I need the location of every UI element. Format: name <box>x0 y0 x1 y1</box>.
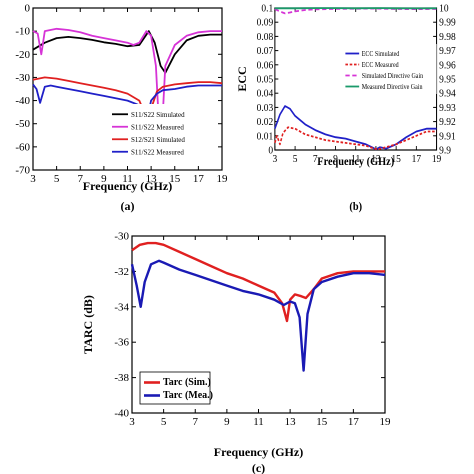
x-tick-label: 11 <box>253 416 264 428</box>
y-tick-label: 0.09 <box>257 17 274 29</box>
x-axis-label: Frequency (GHz) <box>214 445 303 459</box>
legend-entry-label: ECC Measured <box>362 62 400 70</box>
y-tick-label: 0 <box>25 3 31 15</box>
legend-entry-label: S11/S22 Measured <box>131 123 184 131</box>
y-axis-label: ECC <box>237 66 249 91</box>
chart-panel-c: 3 5 7 9 11 13 15 17 19 -30 -32 -34 -36 -38 -40 Tarc (Si… <box>81 231 392 474</box>
x-tick-label: 5 <box>161 416 167 428</box>
y2-tick-label: 10 <box>439 3 448 15</box>
x-tick-label: 15 <box>169 173 181 185</box>
y-tick-label: -34 <box>114 301 129 313</box>
series-line-1 <box>32 30 222 74</box>
x-tick-label: 7 <box>193 416 199 428</box>
x-tick-label: 13 <box>146 173 158 185</box>
y2-tick-label: 9.96 <box>439 60 456 72</box>
y-tick-label: -40 <box>15 95 30 107</box>
x-tick-label: 11 <box>122 173 133 185</box>
y-tick-label: -20 <box>15 49 30 61</box>
y-tick-label: -10 <box>15 26 30 38</box>
y-tick-label: -30 <box>15 72 30 84</box>
x-tick-label: 9 <box>224 416 230 428</box>
legend: Tarc (Sim.) Tarc (Mea.) <box>139 371 213 405</box>
y-tick-label: 0 <box>268 145 273 157</box>
x-tick-label: 3 <box>273 153 278 165</box>
x-tick-label: 13 <box>285 416 297 428</box>
y-tick-label: 0.06 <box>257 60 274 72</box>
x-axis-label: Frequency (GHz) <box>317 155 394 168</box>
legend-entry-label: Tarc (Mea.) <box>163 390 213 401</box>
y-tick-label: 0.03 <box>257 102 274 114</box>
legend-entry-label: Simulated Directive Gain <box>362 73 424 81</box>
y-tick-label: -70 <box>15 165 30 177</box>
y-tick-label: 0.05 <box>257 74 274 86</box>
series-line-3 <box>274 7 437 15</box>
legend-entry-label: Measured Directive Gain <box>362 84 423 92</box>
x-tick-label: 19 <box>432 153 441 165</box>
chart-panel-b: 3 5 7 9 11 13 15 17 19 0 0.01 0.02 0.03 0.04 0.05 0.06 0… <box>237 3 456 213</box>
legend-entry-label: ECC Simulated <box>362 51 400 59</box>
x-tick-label: 17 <box>412 153 421 165</box>
x-tick-label: 5 <box>293 153 298 165</box>
y-tick-label: -40 <box>114 408 129 420</box>
series-line-1 <box>131 241 385 323</box>
legend-entry-label: S11/S22 Measured <box>131 148 184 156</box>
panel-caption: (c) <box>252 461 265 474</box>
series-line-2 <box>32 27 222 157</box>
y2-tick-label: 9.99 <box>439 17 456 29</box>
y-tick-label: -30 <box>114 231 129 243</box>
legend-entry-label: Tarc (Sim.) <box>163 377 211 388</box>
y-tick-label: -38 <box>114 372 129 384</box>
legend: ECC Simulated ECC Measured Simulated Direc… <box>341 44 437 94</box>
legend: S11/S22 Simulated S11/S22 Measured S12/S21… <box>108 104 203 160</box>
series-line-2 <box>130 259 386 372</box>
y2-tick-label: 9.98 <box>439 31 456 43</box>
x-tick-label: 13 <box>371 153 380 165</box>
legend-background <box>108 104 203 160</box>
series-line-4 <box>32 83 222 118</box>
legend-entry-label: S11/S22 Simulated <box>131 111 185 119</box>
x-tick-label: 7 <box>313 153 318 165</box>
x-tick-label: 15 <box>391 153 400 165</box>
panel-caption: (a) <box>121 199 135 213</box>
panel-caption: (b) <box>349 200 362 213</box>
x-axis-label: Frequency (GHz) <box>83 179 172 193</box>
x-tick-label: 15 <box>316 416 328 428</box>
chart-panel-a: 3 5 7 9 11 13 15 17 19 0 -10 -20 -30 -40 -50 -60 -70 S11/… <box>15 3 229 214</box>
x-tick-label: 11 <box>351 153 360 165</box>
x-tick-label: 19 <box>217 173 229 185</box>
y-tick-label: 0.08 <box>257 31 274 43</box>
legend-box <box>139 371 211 405</box>
y2-tick-label: 9.91 <box>439 131 456 143</box>
x-tick-label: 9 <box>101 173 107 185</box>
y-tick-label: 0.01 <box>257 131 274 143</box>
y2-tick-label: 9.9 <box>439 145 451 157</box>
y2-tick-label: 9.97 <box>439 46 456 58</box>
series-line-2 <box>274 126 437 151</box>
series-line-1 <box>274 105 437 151</box>
y-tick-label: -50 <box>15 118 30 130</box>
y2-tick-label: 9.95 <box>439 74 456 86</box>
y-tick-label: 0.1 <box>261 3 273 15</box>
y-tick-label: -60 <box>15 141 30 153</box>
y2-tick-label: 9.93 <box>439 102 456 114</box>
x-tick-label: 9 <box>333 153 338 165</box>
x-tick-label: 5 <box>54 173 60 185</box>
x-tick-label: 17 <box>193 173 205 185</box>
y-tick-label: 0.04 <box>257 88 274 100</box>
y-axis-label: TARC (dB) <box>81 295 95 354</box>
x-tick-label: 3 <box>129 416 135 428</box>
y-tick-label: -32 <box>114 266 129 278</box>
y-tick-label: 0.02 <box>257 117 274 129</box>
x-tick-label: 19 <box>380 416 392 428</box>
y2-tick-label: 9.92 <box>439 117 456 129</box>
y-tick-label: -36 <box>114 337 129 349</box>
panel-b-content: 3 5 7 9 11 13 15 17 19 0 0.01 0.02 0.03 0.04 0.05 0.06 0… <box>257 3 456 213</box>
x-tick-label: 17 <box>348 416 360 428</box>
y2-tick-label: 9.94 <box>439 88 456 100</box>
x-tick-label: 3 <box>30 173 36 185</box>
x-tick-label: 7 <box>78 173 84 185</box>
legend-entry-label: S12/S21 Simulated <box>131 136 185 144</box>
y-tick-label: 0.07 <box>257 46 274 58</box>
